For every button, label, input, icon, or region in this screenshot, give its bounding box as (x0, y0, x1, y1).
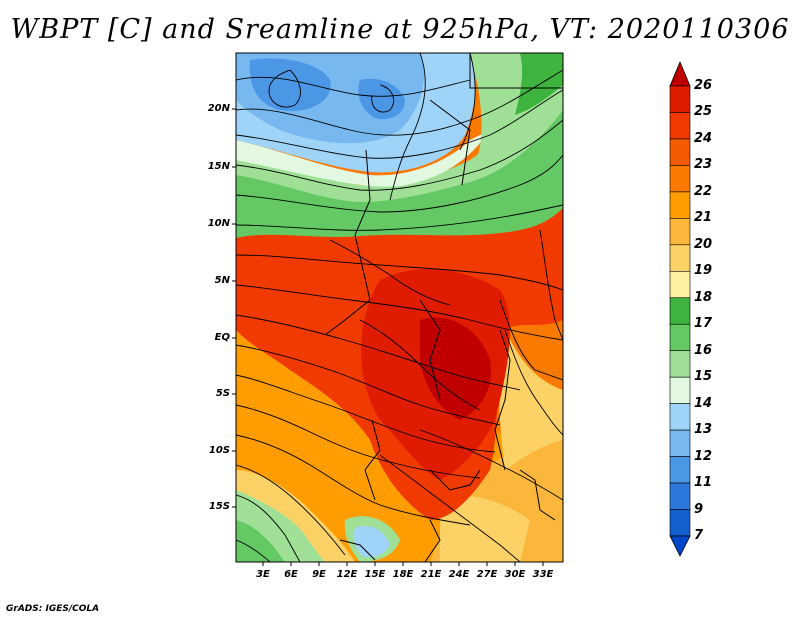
boundaries (324, 53, 563, 562)
colorbar-label: 18 (694, 289, 713, 305)
streamlines (236, 53, 563, 562)
colorbar-segment (669, 218, 691, 246)
colorbar-label: 12 (694, 448, 713, 464)
colorbar-segment (669, 138, 691, 166)
lon-label-6e: 6E (284, 569, 298, 580)
colorbar-label: 9 (694, 501, 704, 517)
colorbar-segment (669, 509, 691, 537)
lat-label-20n: 20N (207, 103, 230, 114)
colorbar-label: 17 (694, 316, 713, 332)
colorbar-label: 23 (694, 157, 713, 173)
colorbar-label: 26 (694, 78, 713, 93)
colorbar-label: 20 (694, 236, 713, 252)
lon-label-24e: 24E (448, 569, 470, 580)
lon-label-33e: 33E (532, 569, 554, 580)
colorbar-segment (669, 165, 691, 193)
colorbar-segment (669, 482, 691, 510)
colorbar-label: 24 (694, 130, 713, 146)
colorbar-segment (669, 403, 691, 431)
colorbar-top-arrow (669, 60, 691, 87)
lon-ticks (262, 562, 544, 566)
lat-label-eq: EQ (214, 332, 230, 343)
lon-label-27e: 27E (476, 569, 498, 580)
colorbar-segment (669, 297, 691, 325)
colorbar-segment (669, 244, 691, 272)
lat-label-10s: 10S (208, 445, 230, 456)
colorbar-segment (669, 270, 691, 299)
lat-label-10n: 10N (207, 218, 230, 229)
lon-label-3e: 3E (256, 569, 270, 580)
colorbar-segment (669, 429, 691, 457)
colorbar-label: 21 (694, 210, 713, 226)
lon-label-9e: 9E (312, 569, 326, 580)
grads-credit: GrADS: IGES/COLA (6, 604, 100, 614)
colorbar-segment (669, 112, 691, 140)
lat-label-15s: 15S (208, 501, 230, 512)
lon-label-30e: 30E (504, 569, 526, 580)
colorbar-segment (669, 85, 691, 113)
colorbar-segment (669, 191, 691, 219)
lon-label-15e: 15E (364, 569, 386, 580)
colorbar-segment (669, 456, 691, 484)
colorbar-segment (669, 376, 691, 404)
lat-ticks (232, 108, 236, 508)
colorbar-label: 25 (694, 104, 713, 120)
colorbar-label: 22 (694, 183, 713, 199)
colorbar-bottom-arrow (669, 535, 691, 557)
colorbar-segment (669, 323, 691, 352)
colorbar-segment (669, 350, 691, 378)
colorbar (669, 60, 691, 557)
colorbar-label: 19 (694, 263, 713, 279)
colorbar-label: 15 (694, 369, 713, 385)
lat-label-5n: 5N (214, 275, 230, 286)
lon-label-18e: 18E (392, 569, 414, 580)
lat-label-15n: 15N (207, 161, 230, 172)
temperature-field (236, 53, 563, 562)
lat-label-5s: 5S (215, 388, 230, 399)
lon-label-12e: 12E (336, 569, 358, 580)
colorbar-label: 16 (694, 342, 713, 358)
plot-frame (235, 52, 564, 563)
colorbar-label: 7 (694, 528, 704, 543)
map-title: WBPT [C] and Sreamline at 925hPa, VT: 20… (10, 14, 790, 45)
colorbar-label: 11 (694, 475, 713, 491)
lon-label-21e: 21E (420, 569, 442, 580)
colorbar-label: 13 (694, 422, 713, 438)
colorbar-label: 14 (694, 395, 713, 411)
